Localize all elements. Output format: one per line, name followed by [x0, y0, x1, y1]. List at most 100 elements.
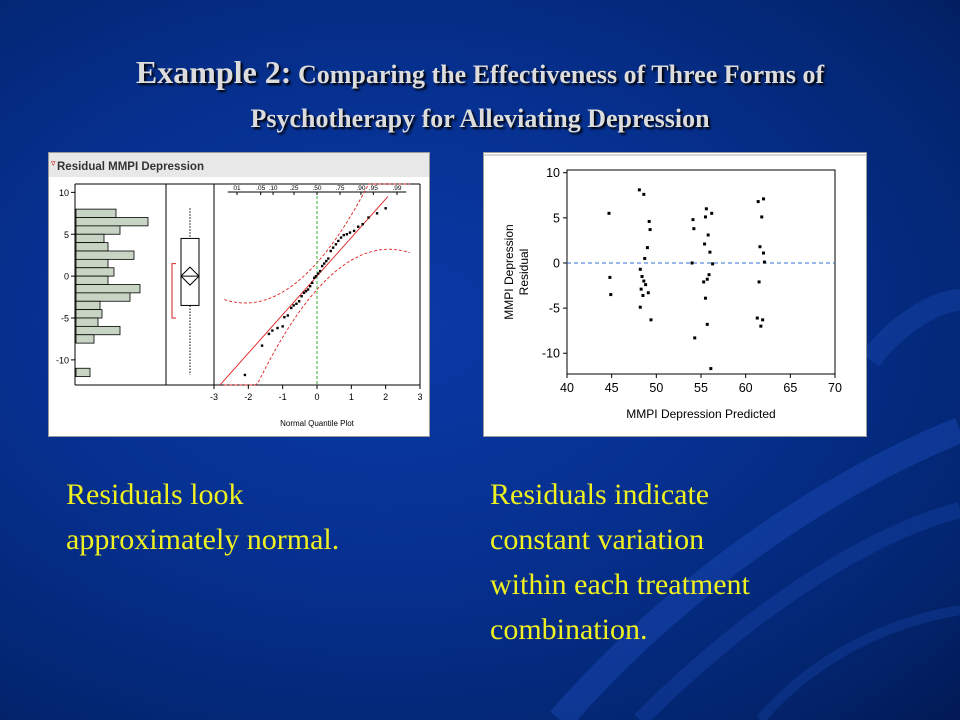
histogram-bar [75, 217, 149, 227]
quantile-point [339, 236, 343, 239]
residual-point [705, 322, 709, 326]
x-tick-label: 50 [649, 381, 663, 395]
y-tick-label: -5 [61, 314, 69, 324]
quantile-point [302, 291, 306, 295]
quantile-point [260, 344, 264, 347]
boxplot-box [180, 237, 200, 306]
title-bar [49, 153, 429, 177]
y-tick-label: -5 [549, 302, 560, 316]
residual-point [702, 280, 706, 284]
y-axis-label-line: MMPI Depression [502, 224, 516, 319]
residual-point [710, 211, 714, 215]
slide-title: Example 2: Comparing the Effectiveness o… [20, 52, 940, 139]
quantile-point [320, 264, 324, 268]
x-tick-label: 0 [314, 392, 319, 402]
quantile-point [295, 302, 298, 305]
x-tick-label: -1 [279, 392, 287, 402]
histogram-bar [75, 292, 131, 302]
probability-tick-label: .50 [312, 185, 321, 192]
y-axis-label-line: Residual [517, 249, 531, 296]
y-tick-label: 5 [553, 211, 560, 225]
histogram-bar [75, 309, 103, 319]
x-tick-label: 45 [605, 381, 619, 395]
caption-left: Residuals look approximately normal. [66, 472, 456, 562]
residual-point [608, 275, 612, 279]
residual-point [607, 211, 611, 215]
residual-point [647, 219, 651, 223]
probability-tick-label: .99 [392, 185, 401, 192]
x-tick-label: 40 [560, 381, 574, 395]
x-tick-label: 55 [694, 381, 708, 395]
residual-point [761, 318, 765, 322]
histogram-bar [75, 300, 101, 311]
title-prefix: Example 2: [135, 54, 292, 90]
residual-point [639, 287, 643, 291]
quantile-point [352, 229, 356, 233]
residual-point [704, 207, 708, 211]
residual-point [690, 261, 694, 265]
caption-right-line: combination. [490, 613, 648, 646]
normal-reference-line [219, 196, 389, 386]
x-tick-label: -3 [210, 392, 218, 402]
residual-point [762, 260, 766, 264]
residual-point [642, 192, 646, 196]
probability-tick-label: .75 [335, 185, 344, 192]
quantile-point [314, 274, 318, 278]
title-rest: Comparing the Effectiveness of Three For… [291, 60, 825, 89]
quantile-point [323, 262, 326, 265]
y-tick-label: -10 [542, 347, 560, 361]
residual-point [649, 318, 653, 322]
residual-point [691, 218, 695, 222]
x-axis-label: MMPI Depression Predicted [626, 407, 775, 421]
x-tick-label: 2 [383, 392, 388, 402]
residual-point [703, 215, 707, 219]
quantile-point [292, 304, 295, 307]
quantile-point [375, 212, 379, 215]
residual-point [707, 273, 711, 277]
probability-tick-label: .90 [356, 185, 365, 192]
residual-point [760, 215, 764, 219]
residual-point [609, 293, 613, 297]
residual-point [762, 251, 766, 255]
residual-point [645, 246, 649, 250]
quantile-point [361, 223, 364, 226]
quantile-point [300, 295, 303, 298]
quantile-point [304, 290, 308, 293]
x-tick-label: 60 [739, 381, 753, 395]
residual-point [642, 279, 646, 283]
probability-tick-label: 01 [233, 185, 241, 192]
residual-point [709, 367, 713, 371]
quantile-point [334, 243, 338, 246]
histogram-bar [75, 325, 121, 336]
quantile-point [243, 373, 247, 377]
residual-point [756, 200, 760, 204]
residual-point [703, 242, 707, 246]
quantile-point [316, 272, 320, 275]
histogram-bar [75, 258, 109, 269]
residual-point [644, 283, 648, 287]
confidence-band-lower [224, 248, 410, 386]
x-tick-label: 1 [349, 392, 354, 402]
y-axis-label: MMPI Depression Residual [502, 224, 531, 319]
probability-tick-label: .05 [256, 185, 265, 192]
quantile-point [348, 231, 352, 234]
residual-point [705, 277, 709, 281]
quantile-point [276, 326, 279, 330]
quantile-point [313, 276, 316, 279]
histogram-bar [75, 242, 109, 252]
quantile-point [306, 288, 310, 291]
quantile-point [271, 329, 274, 332]
boxplot-shortest-half-bracket [171, 263, 176, 319]
quantile-point [345, 233, 349, 236]
caption-right-line: Residuals indicate [490, 478, 710, 511]
quantile-point [367, 216, 370, 219]
residual-point [706, 233, 710, 237]
histogram-bar [75, 334, 95, 344]
y-tick-label: 0 [64, 272, 69, 282]
caption-left-line: Residuals look [66, 478, 244, 511]
residual-point [648, 228, 652, 232]
boxplot-mean-diamond [180, 266, 200, 286]
residual-point [637, 188, 641, 192]
quantile-point [342, 233, 345, 237]
quantile-point [331, 246, 335, 249]
